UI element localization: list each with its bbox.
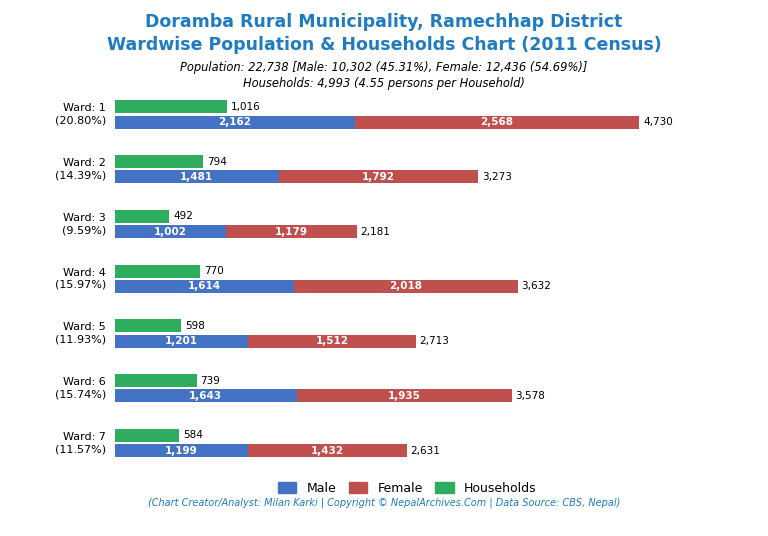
Bar [114, 225, 226, 238]
Text: 3,578: 3,578 [515, 391, 545, 401]
Bar [114, 170, 279, 183]
Text: 1,792: 1,792 [362, 172, 395, 182]
Text: 3,632: 3,632 [521, 281, 551, 292]
Text: 1,643: 1,643 [189, 391, 223, 401]
Text: 1,935: 1,935 [388, 391, 421, 401]
Text: (Chart Creator/Analyst: Milan Karki | Copyright © NepalArchives.Com | Data Sourc: (Chart Creator/Analyst: Milan Karki | Co… [147, 497, 621, 508]
Text: 2,713: 2,713 [419, 336, 449, 346]
Bar [114, 100, 227, 113]
Legend: Male, Female, Households: Male, Female, Households [273, 477, 541, 500]
Text: 1,201: 1,201 [165, 336, 198, 346]
Text: 584: 584 [184, 430, 204, 441]
Text: 492: 492 [173, 211, 193, 221]
Bar [114, 265, 200, 278]
Bar [114, 429, 180, 442]
Text: Doramba Rural Municipality, Ramechhap District: Doramba Rural Municipality, Ramechhap Di… [145, 13, 623, 32]
Bar [114, 155, 203, 168]
Bar [294, 280, 518, 293]
Bar [279, 170, 478, 183]
Bar [114, 374, 197, 387]
Text: 1,481: 1,481 [180, 172, 214, 182]
Text: 1,512: 1,512 [316, 336, 349, 346]
Text: 794: 794 [207, 157, 227, 167]
Bar [114, 210, 169, 223]
Text: 2,162: 2,162 [218, 117, 251, 127]
Text: 739: 739 [200, 376, 220, 385]
Bar [248, 334, 415, 348]
Bar [248, 444, 406, 457]
Text: 598: 598 [185, 321, 205, 331]
Text: 1,179: 1,179 [275, 227, 308, 236]
Text: 4,730: 4,730 [644, 117, 673, 127]
Bar [114, 334, 248, 348]
Bar [355, 116, 640, 129]
Text: 1,016: 1,016 [231, 102, 261, 112]
Text: 1,002: 1,002 [154, 227, 187, 236]
Bar [114, 116, 355, 129]
Text: 1,614: 1,614 [187, 281, 220, 292]
Bar [114, 390, 297, 403]
Text: Households: 4,993 (4.55 persons per Household): Households: 4,993 (4.55 persons per Hous… [243, 77, 525, 90]
Text: 770: 770 [204, 266, 223, 276]
Bar [297, 390, 511, 403]
Bar [226, 225, 356, 238]
Text: Population: 22,738 [Male: 10,302 (45.31%), Female: 12,436 (54.69%)]: Population: 22,738 [Male: 10,302 (45.31%… [180, 61, 588, 74]
Text: 1,199: 1,199 [165, 445, 197, 456]
Text: 2,181: 2,181 [360, 227, 390, 236]
Text: 2,568: 2,568 [481, 117, 514, 127]
Text: 3,273: 3,273 [482, 172, 511, 182]
Bar [114, 319, 181, 332]
Text: 2,018: 2,018 [389, 281, 422, 292]
Bar [114, 280, 294, 293]
Bar [114, 444, 248, 457]
Text: 2,631: 2,631 [410, 445, 440, 456]
Text: Wardwise Population & Households Chart (2011 Census): Wardwise Population & Households Chart (… [107, 36, 661, 54]
Text: 1,432: 1,432 [310, 445, 344, 456]
